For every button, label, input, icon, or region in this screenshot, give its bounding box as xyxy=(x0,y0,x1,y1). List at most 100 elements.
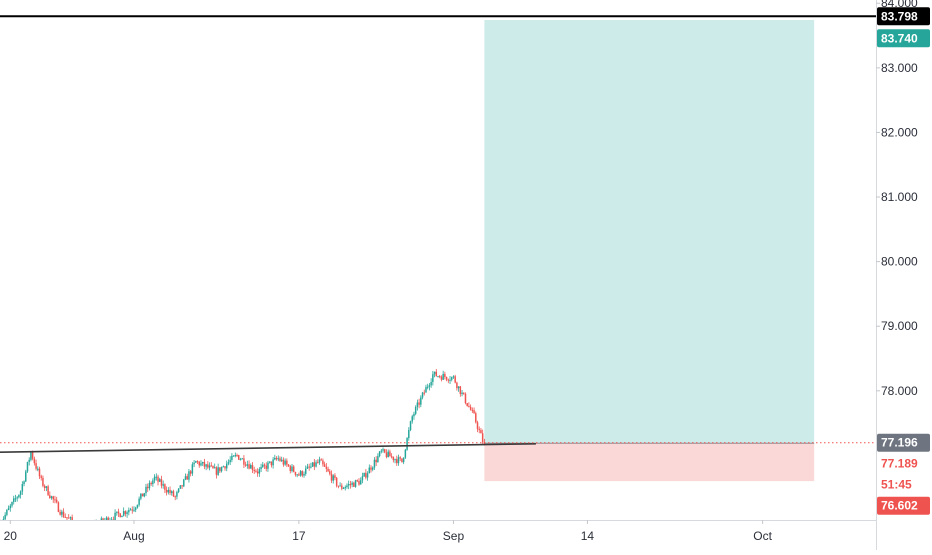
candle-body-155 xyxy=(265,465,267,469)
candle-body-121 xyxy=(207,464,209,468)
candle-body-205 xyxy=(351,482,353,485)
candle-body-12 xyxy=(19,491,22,495)
label-horizontal-line-bg xyxy=(877,7,930,26)
candle-body-237 xyxy=(406,438,408,450)
candle-body-9 xyxy=(14,498,17,500)
y-tick-label-0: 84.000 xyxy=(881,0,918,10)
candle-body-15 xyxy=(25,471,27,482)
candle-body-18 xyxy=(30,452,32,460)
candle-body-142 xyxy=(243,458,245,465)
candle-body-264 xyxy=(452,376,455,378)
candle-body-175 xyxy=(299,471,302,476)
candle-body-109 xyxy=(186,476,188,480)
candle-body-25 xyxy=(42,477,44,486)
candle-body-258 xyxy=(442,373,444,380)
candle-body-13 xyxy=(21,484,24,492)
candle-body-86 xyxy=(146,486,149,489)
candle-body-96 xyxy=(164,484,166,490)
candle-body-77 xyxy=(131,509,134,511)
candle-body-94 xyxy=(160,479,163,486)
candle-body-197 xyxy=(337,485,340,487)
candle-body-181 xyxy=(310,466,312,468)
candle-body-202 xyxy=(346,485,348,488)
candle-body-272 xyxy=(466,403,468,407)
candle-body-28 xyxy=(47,486,49,496)
candle-body-191 xyxy=(327,468,329,472)
candle-body-19 xyxy=(31,452,34,459)
label-entry: 77.189 xyxy=(881,457,918,471)
candle-body-201 xyxy=(344,487,346,489)
candle-body-256 xyxy=(438,376,441,378)
x-tick-label-3: Sep xyxy=(443,529,465,543)
candle-body-190 xyxy=(325,466,328,469)
candle-body-32 xyxy=(54,499,56,501)
candle-body-226 xyxy=(387,451,389,458)
stop-zone xyxy=(484,443,815,482)
candle-body-60 xyxy=(102,518,104,522)
candle-body-193 xyxy=(330,473,333,481)
candle-body-277 xyxy=(475,413,477,423)
candle-body-114 xyxy=(195,461,197,463)
candle-body-8 xyxy=(12,498,15,503)
candle-body-245 xyxy=(420,397,422,405)
candle-body-204 xyxy=(349,484,352,486)
candle-body-260 xyxy=(445,376,448,380)
candle-body-107 xyxy=(183,479,185,487)
candle-body-31 xyxy=(52,496,54,500)
candle-body-239 xyxy=(409,421,412,431)
candle-body-139 xyxy=(238,455,240,460)
candle-body-269 xyxy=(461,392,463,395)
label-countdown: 51:45 xyxy=(881,478,912,492)
candle-body-200 xyxy=(342,488,345,490)
candle-body-87 xyxy=(148,482,151,489)
y-tick-label-2: 82.000 xyxy=(881,125,918,139)
candle-body-180 xyxy=(308,466,310,468)
candle-body-141 xyxy=(241,458,243,460)
candle-body-92 xyxy=(157,476,159,482)
candle-body-158 xyxy=(270,461,273,466)
candle-body-281 xyxy=(481,433,484,443)
candle-body-132 xyxy=(225,463,228,469)
x-tick-label-2: 17 xyxy=(292,529,306,543)
candle-body-120 xyxy=(205,464,207,467)
label-countdown-bg xyxy=(877,475,930,494)
y-tick-label-1: 83.000 xyxy=(881,61,918,75)
candle-body-208 xyxy=(356,480,359,482)
candle-body-38 xyxy=(64,516,67,518)
x-tick-label-1: Aug xyxy=(123,529,144,543)
candle-body-21 xyxy=(35,463,37,469)
candle-body-102 xyxy=(174,496,176,498)
candle-body-270 xyxy=(463,392,465,394)
candle-body-157 xyxy=(268,461,271,463)
candle-body-178 xyxy=(304,468,307,474)
candle-body-195 xyxy=(334,475,336,478)
candle-body-149 xyxy=(255,470,257,472)
candle-body-131 xyxy=(224,466,226,469)
candle-body-134 xyxy=(229,459,231,463)
candle-body-262 xyxy=(449,379,451,381)
candle-body-110 xyxy=(188,471,190,480)
candle-body-130 xyxy=(222,466,225,468)
candle-body-123 xyxy=(210,465,213,467)
candle-body-16 xyxy=(26,461,29,472)
candle-body-85 xyxy=(145,486,147,494)
candle-body-238 xyxy=(408,430,410,439)
candle-body-194 xyxy=(332,475,334,481)
target-zone xyxy=(484,20,815,444)
candle-body-67 xyxy=(114,512,116,521)
candle-body-165 xyxy=(282,459,285,465)
candle-body-104 xyxy=(177,488,180,492)
candle-body-108 xyxy=(184,476,187,480)
candle-body-11 xyxy=(18,494,20,498)
candle-body-215 xyxy=(368,467,371,474)
candle-body-7 xyxy=(11,502,13,506)
candle-body-128 xyxy=(219,467,221,472)
candle-body-187 xyxy=(320,459,322,461)
candle-body-266 xyxy=(456,382,458,389)
candle-body-93 xyxy=(158,479,161,482)
candle-body-173 xyxy=(296,474,298,476)
candle-body-24 xyxy=(40,476,42,478)
candle-body-145 xyxy=(248,464,250,469)
